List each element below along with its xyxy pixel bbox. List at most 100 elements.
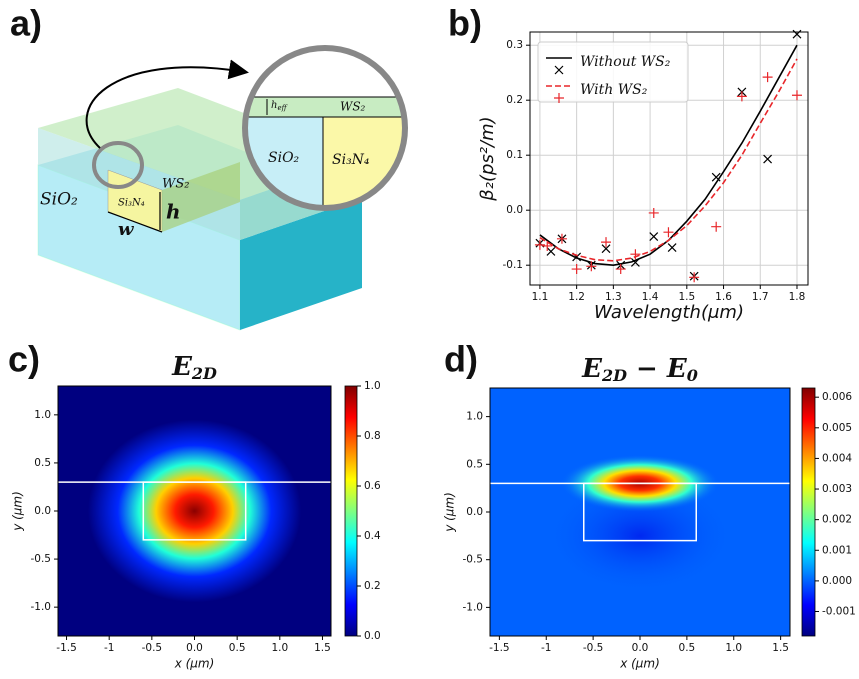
x-tick-label: -1: [104, 642, 114, 654]
x-axis-label: x (μm): [174, 657, 215, 671]
title-subscript: 0: [687, 366, 698, 385]
y-axis-label: β₂(ps²/m): [477, 116, 498, 201]
y-tick-label: 0.3: [506, 39, 523, 51]
x-tick-label: 1.4: [642, 291, 659, 303]
substrate-side: [240, 198, 362, 330]
ws2-label: WS₂: [162, 177, 189, 192]
marker: [648, 207, 659, 218]
marker: [762, 72, 773, 83]
h-label: h: [166, 200, 181, 224]
zoom-circle: [242, 45, 408, 211]
fit-line: [539, 58, 798, 262]
field-image: [490, 388, 790, 636]
y-tick-label: 1.0: [34, 409, 51, 421]
marker: [736, 91, 747, 102]
marker: [630, 249, 641, 260]
x-tick-label: 1.8: [789, 291, 806, 303]
panel: b) 1.1 1.2 1.3 1.4 1.5 1.6 1.7 1.8 -0.1 0.0 0.1 0.2 0…: [448, 3, 809, 323]
marker: [791, 90, 802, 101]
marker: [763, 154, 773, 164]
marker: [601, 237, 612, 248]
marker: [571, 264, 582, 275]
marker: [586, 261, 597, 272]
marker: [667, 243, 677, 253]
field-dip: [546, 478, 734, 594]
colorbar: [344, 385, 358, 637]
chart-title: E2D − E0: [581, 354, 698, 385]
y-tick-label: -0.5: [463, 554, 484, 566]
y-tick-label: 0.5: [34, 457, 51, 469]
marker: [711, 172, 721, 182]
zoom-ws2-label: WS₂: [340, 100, 366, 114]
w-arrow: [107, 211, 163, 233]
x-tick-label: 1.5: [678, 291, 695, 303]
x-axis-label: Wavelength(μm): [594, 302, 744, 323]
legend-box: [537, 41, 689, 103]
x-tick-label: 1.3: [605, 291, 622, 303]
y-tick-label: 0.0: [506, 204, 523, 216]
zoom-si3n4-label: Si₃N₄: [332, 152, 370, 168]
colorbar-tick-label: 1.0: [364, 380, 381, 392]
marker: [663, 227, 674, 238]
y-axis-label: y (μm): [443, 492, 457, 533]
y-tick-label: 0.1: [506, 149, 523, 161]
field-image: [58, 386, 331, 636]
panel-label: a): [10, 3, 42, 44]
colorbar-tick-label: 0.4: [364, 530, 381, 542]
x-tick-label: 1.0: [271, 642, 288, 654]
heff-sub: eff: [277, 104, 287, 112]
marker: [649, 232, 659, 242]
x-tick-label: 1.6: [715, 291, 732, 303]
y-tick-label: -1.0: [31, 601, 52, 613]
field-mode: [87, 419, 302, 603]
sio2-label: SiO₂: [40, 190, 78, 210]
heff-base: h: [271, 100, 277, 111]
x-tick-label: -1.5: [489, 642, 510, 654]
marker: [554, 65, 564, 75]
x-tick-label: -1.5: [56, 642, 77, 654]
x-tick-label: -0.5: [583, 642, 604, 654]
panel: c) -1.5 -1 -0.5 0.0 0.5 1.0 1.5 -1.0 -0.5 0.0 0.5 1.…: [8, 339, 381, 671]
x-tick-label: 0.5: [679, 642, 696, 654]
y-tick-label: 0.5: [466, 458, 483, 470]
waveguide-side: [162, 162, 240, 232]
panel-label: b): [448, 3, 482, 44]
x-tick-label: 1.1: [532, 291, 549, 303]
y-tick-label: -0.5: [31, 553, 52, 565]
y-tick-label: 0.2: [506, 94, 523, 106]
colorbar-tick-label: -0.001: [822, 606, 856, 618]
colorbar-tick-label: 0.0: [364, 630, 381, 642]
panel-label: c): [8, 339, 40, 380]
title-text: − E: [627, 354, 688, 384]
waveguide-outline: [583, 482, 697, 542]
x-tick-label: 1.7: [752, 291, 769, 303]
marker: [689, 272, 700, 283]
marker: [615, 264, 626, 275]
marker: [542, 240, 553, 251]
zoom-marker: [92, 141, 144, 189]
colorbar-tick-label: 0.000: [822, 575, 852, 587]
x-tick-label: -1: [541, 642, 551, 654]
x-tick-label: 1.5: [772, 642, 789, 654]
colorbar-tick-label: 0.2: [364, 580, 381, 592]
panel: d) -1.5 -1 -0.5 0.0 0.5 1.0 1.5 -1.0 -0.5 0.0 0.5 1.…: [443, 339, 856, 671]
marker: [601, 244, 611, 254]
colorbar: [801, 387, 816, 637]
colorbar-tick-label: 0.8: [364, 430, 381, 442]
x-tick-label: -0.5: [142, 642, 163, 654]
y-tick-label: 0.0: [466, 506, 483, 518]
x-tick-label: 1.0: [725, 642, 742, 654]
marker: [630, 258, 640, 267]
y-tick-label: -0.1: [503, 259, 524, 271]
x-tick-label: 1.2: [568, 291, 585, 303]
marker: [556, 233, 567, 244]
panel-label: d): [444, 339, 478, 380]
marker: [711, 221, 722, 232]
waveguide-schematic: a) SiO₂ WS₂ Si₃N₄ h w heff WS₂ SiO₂ Si₃N…: [10, 3, 408, 331]
legend-label: Without WS₂: [580, 54, 671, 70]
si3n4-label: Si₃N₄: [118, 198, 145, 209]
title-text: E: [171, 352, 193, 382]
y-tick-label: 1.0: [466, 411, 483, 423]
